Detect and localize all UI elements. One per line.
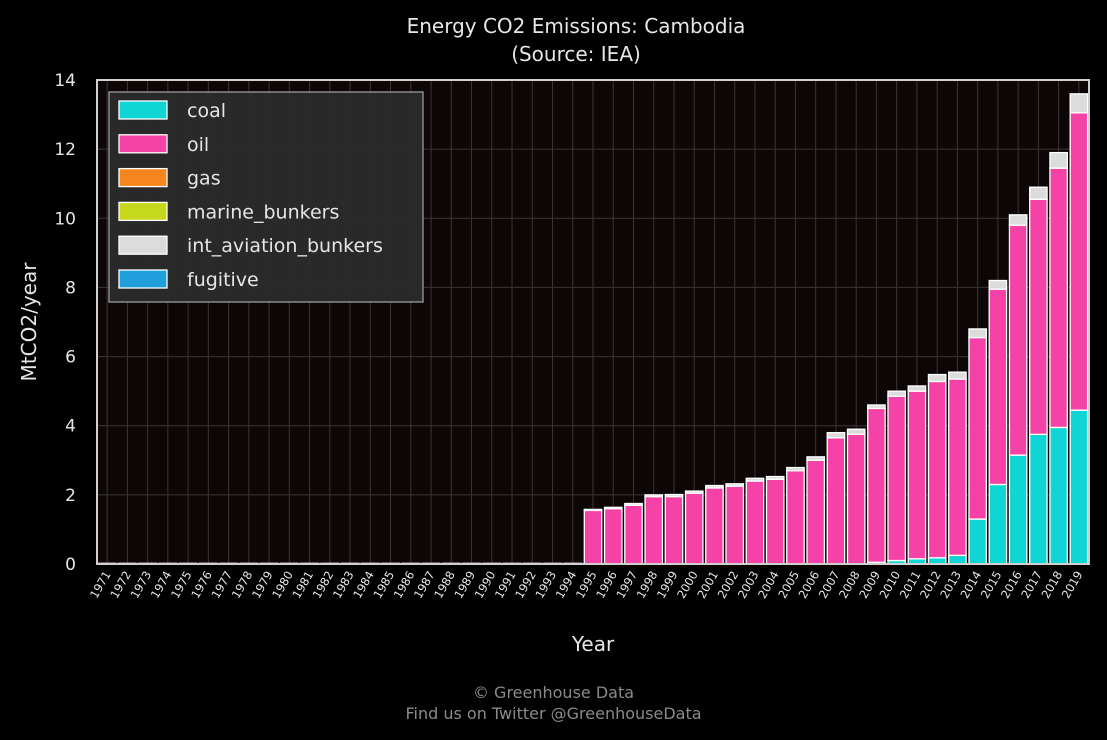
bar-int_aviation_bunkers-2014 — [968, 328, 988, 339]
bar-oil-2002 — [725, 485, 745, 565]
x-axis-label: Year — [571, 632, 615, 656]
legend-swatch-gas — [118, 167, 168, 188]
footer-twitter: Find us on Twitter @GreenhouseData — [405, 704, 702, 723]
legend-label-oil: oil — [187, 134, 209, 156]
legend-label-int_aviation_bunkers: int_aviation_bunkers — [187, 235, 383, 257]
bar-int_aviation_bunkers-2001 — [705, 484, 724, 489]
bar-oil-2007 — [826, 437, 846, 565]
bar-int_aviation_bunkers-2002 — [725, 483, 745, 487]
y-tick-label-6: 6 — [65, 348, 76, 368]
plot-frame — [96, 79, 1090, 565]
legend: coal oil gas marine_bunkers int_aviation_bun… — [108, 91, 424, 303]
y-tick-label-10: 10 — [54, 209, 76, 229]
bar-oil-1998 — [644, 495, 664, 565]
bar-oil-1995 — [583, 509, 603, 565]
bar-coal-2014 — [968, 518, 988, 565]
chart-subtitle: (Source: IEA) — [511, 42, 641, 66]
legend-box — [108, 91, 424, 303]
bar-oil-2004 — [765, 478, 785, 565]
bar-coal-2019 — [1069, 409, 1089, 565]
bar-oil-2018 — [1049, 167, 1068, 429]
bar-int_aviation_bunkers-2008 — [846, 428, 866, 436]
legend-swatch-coal — [118, 100, 168, 120]
bar-oil-2010 — [887, 395, 907, 562]
bar-oil-2009 — [867, 407, 886, 563]
bar-int_aviation_bunkers-2009 — [867, 404, 886, 410]
legend-swatch-fugitive — [118, 269, 168, 289]
legend-label-coal: coal — [187, 100, 226, 122]
bar-int_aviation_bunkers-2004 — [765, 475, 785, 480]
legend-swatch-oil — [118, 134, 168, 154]
bar-oil-1997 — [624, 504, 643, 565]
bar-oil-1999 — [664, 495, 684, 565]
legend-swatch-int_aviation_bunkers — [118, 235, 168, 255]
bar-int_aviation_bunkers-2007 — [826, 431, 846, 439]
bar-oil-2014 — [968, 336, 988, 520]
legend-swatch-marine_bunkers — [118, 201, 168, 222]
y-axis-label: MtCO2/year — [17, 262, 41, 382]
bar-oil-2001 — [705, 487, 724, 565]
bar-int_aviation_bunkers-2006 — [806, 456, 826, 461]
y-tick-label-2: 2 — [65, 486, 76, 506]
bar-oil-2006 — [806, 459, 826, 565]
bar-int_aviation_bunkers-1996 — [603, 506, 623, 510]
bar-int_aviation_bunkers-2000 — [684, 490, 704, 494]
bar-int_aviation_bunkers-2018 — [1049, 151, 1068, 169]
y-tick-label-8: 8 — [65, 278, 76, 298]
legend-label-fugitive: fugitive — [187, 269, 259, 291]
bar-oil-2008 — [846, 433, 866, 565]
bar-oil-2019 — [1069, 112, 1089, 411]
bar-int_aviation_bunkers-2013 — [948, 371, 967, 380]
bar-oil-2016 — [1008, 224, 1028, 456]
bar-int_aviation_bunkers-1997 — [624, 502, 643, 506]
bar-oil-2012 — [927, 380, 947, 559]
bar-oil-2005 — [786, 470, 805, 565]
bar-coal-2018 — [1049, 426, 1068, 565]
bar-oil-2017 — [1029, 198, 1048, 436]
footer-copyright: © Greenhouse Data — [472, 683, 635, 702]
bar-int_aviation_bunkers-1995 — [583, 508, 603, 512]
y-tick-label-14: 14 — [54, 71, 76, 91]
bar-int_aviation_bunkers-2003 — [745, 477, 765, 482]
bar-int_aviation_bunkers-2017 — [1029, 186, 1048, 200]
legend-label-gas: gas — [187, 168, 221, 190]
bar-int_aviation_bunkers-1999 — [664, 493, 684, 498]
bar-oil-2015 — [988, 288, 1008, 486]
bar-int_aviation_bunkers-2019 — [1069, 93, 1089, 114]
bar-int_aviation_bunkers-2010 — [887, 390, 907, 397]
bar-int_aviation_bunkers-2015 — [988, 279, 1008, 290]
y-tick-label-4: 4 — [65, 417, 76, 437]
bar-coal-2017 — [1029, 433, 1048, 565]
bar-coal-2016 — [1008, 454, 1028, 565]
y-axis: 0 2 4 6 8 10 12 14 — [54, 71, 76, 575]
legend-label-marine_bunkers: marine_bunkers — [187, 201, 339, 223]
bar-int_aviation_bunkers-2016 — [1008, 214, 1028, 226]
x-axis: 1971197219731974197519761977197819791980… — [87, 568, 1086, 600]
bar-int_aviation_bunkers-1998 — [644, 494, 664, 498]
bar-oil-2013 — [948, 378, 967, 557]
y-tick-label-12: 12 — [54, 140, 76, 160]
chart-title: Energy CO2 Emissions: Cambodia — [407, 14, 746, 38]
y-tick-label-0: 0 — [65, 555, 76, 575]
bar-int_aviation_bunkers-2011 — [907, 385, 927, 392]
bar-oil-2003 — [745, 480, 765, 565]
bar-coal-2015 — [988, 483, 1008, 565]
bar-oil-1996 — [603, 508, 623, 565]
bar-oil-2000 — [684, 492, 704, 565]
bar-oil-2011 — [907, 390, 927, 560]
bars — [97, 93, 1089, 565]
bar-coal-2013 — [948, 554, 967, 565]
bar-int_aviation_bunkers-2012 — [927, 373, 947, 383]
bar-int_aviation_bunkers-2005 — [786, 466, 805, 472]
x-tick-label-2019: 2019 — [1059, 569, 1086, 601]
